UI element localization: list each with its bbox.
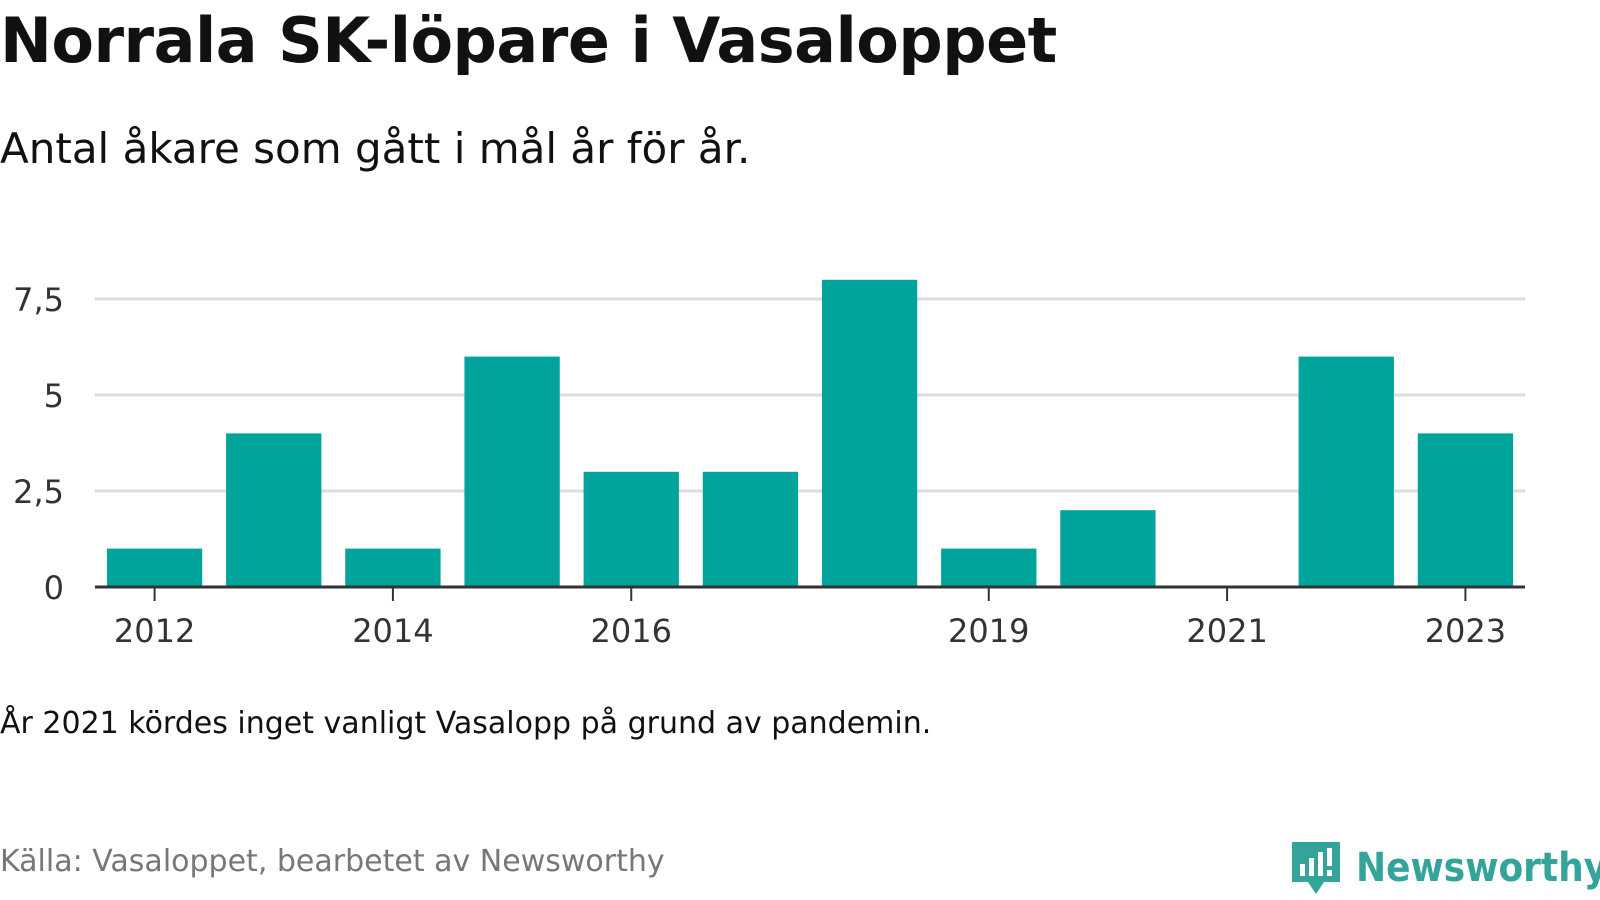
y-tick-label: 0 [44,569,64,607]
x-tick-label: 2014 [352,612,433,650]
bar-2016 [583,471,679,587]
bar-2023 [1417,433,1514,587]
x-tick-label: 2019 [948,612,1029,650]
source-credit: Källa: Vasaloppet, bearbetet av Newswort… [0,844,665,879]
chart-title: Norrala SK-löpare i Vasaloppet [0,4,1057,77]
bar-chart-speech-icon [1292,842,1340,894]
y-tick-label: 7,5 [13,281,64,319]
chart-note: År 2021 kördes inget vanligt Vasalopp på… [0,706,932,741]
bar-2014 [345,548,441,587]
bar-2019 [941,548,1037,587]
bar-2012 [106,548,203,587]
bar-2017 [702,471,799,587]
gridlines [95,297,1525,493]
bar-2020 [1060,510,1156,587]
logo-text: Newsworthy [1356,845,1600,891]
bars [106,279,1514,587]
bar-2013 [226,433,322,587]
chart-subtitle: Antal åkare som gått i mål år för år. [0,124,751,173]
x-tick-label: 2021 [1186,612,1267,650]
tick-labels: 0 2,5 5 7,5 2012 2014 2016 2019 2021 2023 [13,281,1506,650]
bar-2015 [464,356,560,587]
axes [95,585,1525,601]
y-tick-label: 2,5 [13,473,64,511]
x-tick-label: 2023 [1425,612,1506,650]
x-tick-label: 2016 [591,612,672,650]
newsworthy-logo: Newsworthy [1290,840,1600,896]
bar-2018 [821,279,918,587]
x-tick-label: 2012 [114,612,195,650]
y-tick-label: 5 [44,377,64,415]
bar-chart: 0 2,5 5 7,5 2012 2014 2016 2019 2021 2023 [13,279,1525,650]
bar-2022 [1298,356,1394,587]
